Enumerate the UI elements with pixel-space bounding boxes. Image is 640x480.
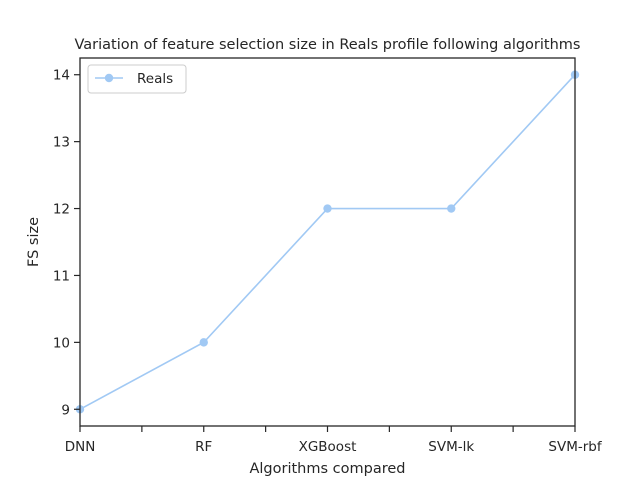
series-line bbox=[79, 74, 576, 410]
data-point bbox=[447, 204, 456, 213]
legend: Reals bbox=[87, 64, 187, 94]
axes-frame bbox=[79, 57, 576, 427]
y-tick-label: 9 bbox=[61, 402, 70, 418]
legend-box bbox=[87, 64, 187, 94]
x-tick-label: SVM-rbf bbox=[548, 439, 602, 455]
legend-label: Reals bbox=[137, 71, 173, 87]
plot-area bbox=[75, 70, 580, 414]
data-point bbox=[323, 204, 332, 213]
x-tick-label: XGBoost bbox=[299, 439, 357, 455]
y-axis: 9 10 11 12 13 14 bbox=[53, 68, 80, 418]
x-tick-label: RF bbox=[195, 439, 212, 455]
data-point bbox=[199, 338, 208, 347]
y-tick-label: 10 bbox=[53, 335, 70, 351]
x-tick-label: DNN bbox=[65, 439, 96, 455]
chart-title: Variation of feature selection size in R… bbox=[75, 37, 581, 53]
x-axis-label: Algorithms compared bbox=[249, 461, 405, 477]
y-tick-label: 12 bbox=[53, 202, 70, 218]
y-tick-label: 14 bbox=[53, 68, 70, 84]
x-tick-label: SVM-lk bbox=[428, 439, 474, 455]
x-axis: DNN RF XGBoost SVM-lk SVM-rbf bbox=[65, 426, 603, 455]
y-tick-label: 13 bbox=[53, 135, 70, 151]
legend-marker bbox=[104, 73, 114, 83]
y-tick-label: 11 bbox=[53, 268, 70, 284]
y-axis-label: FS size bbox=[26, 217, 42, 267]
